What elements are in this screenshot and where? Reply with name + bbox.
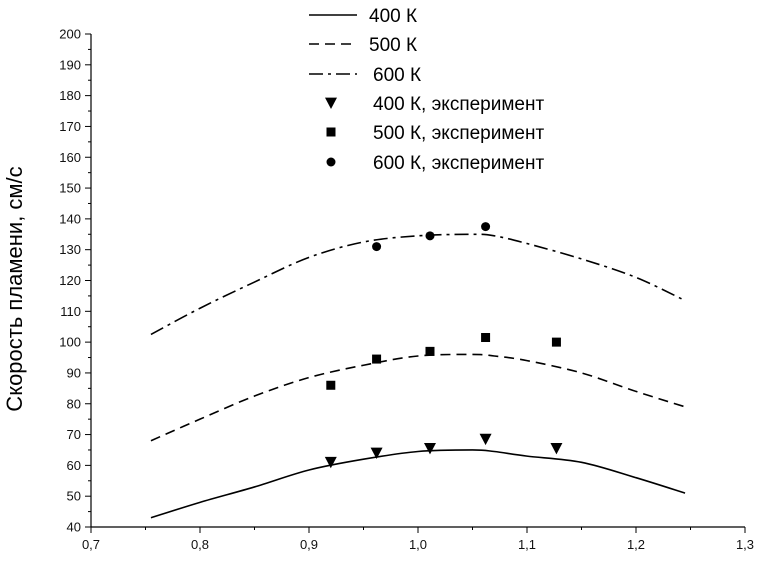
y-tick-label: 130 (59, 242, 81, 257)
data-point (324, 456, 337, 469)
y-tick-label: 170 (59, 119, 81, 134)
y-tick-label: 200 (59, 27, 81, 42)
data-point (425, 231, 435, 241)
y-tick-label: 40 (67, 520, 81, 535)
y-tick-label: 150 (59, 181, 81, 196)
data-point (481, 333, 491, 343)
y-tick-label: 80 (67, 396, 81, 411)
series-5 (372, 222, 491, 252)
data-point (372, 354, 382, 364)
x-tick-label: 1,2 (627, 537, 645, 552)
legend: 400 К 500 К 600 К 400 К, эксперимент 500 К, … (309, 6, 544, 174)
legend-item: 400 К (309, 6, 417, 27)
legend-label: 400 К, эксперимент (373, 94, 544, 115)
data-point (550, 443, 563, 455)
y-tick-label: 50 (67, 489, 81, 504)
series-3 (324, 433, 563, 469)
series-line (150, 353, 686, 442)
series-2 (150, 233, 686, 336)
legend-swatch (325, 97, 337, 109)
x-tick-label: 0,7 (82, 537, 100, 552)
series-4 (326, 333, 561, 390)
series-line (150, 233, 686, 336)
data-point (479, 433, 492, 446)
plot-area (150, 222, 686, 519)
y-tick-label: 180 (59, 88, 81, 103)
legend-label: 600 К (373, 65, 421, 86)
legend-swatch (326, 157, 336, 167)
x-ticks: 0,7 0,8 0,9 1,0 1,1 1,2 1,3 (82, 527, 754, 552)
y-tick-label: 90 (67, 365, 81, 380)
x-tick-label: 1,0 (409, 537, 427, 552)
data-point (370, 447, 383, 460)
x-tick-label: 1,3 (736, 537, 754, 552)
y-axis-label: Скорость пламени, см/с (2, 166, 27, 411)
x-tick-label: 0,9 (300, 537, 318, 552)
legend-label: 500 К (369, 35, 417, 56)
y-tick-label: 120 (59, 273, 81, 288)
legend-item: 500 К, эксперимент (326, 123, 544, 144)
series-1 (150, 353, 686, 442)
legend-label: 600 К, эксперимент (373, 153, 544, 174)
y-tick-label: 190 (59, 57, 81, 72)
legend-label: 500 К, эксперимент (373, 123, 544, 144)
legend-label: 400 К (369, 6, 417, 27)
data-point (481, 222, 491, 232)
y-tick-label: 140 (59, 211, 81, 226)
legend-item: 400 К, эксперимент (325, 94, 544, 115)
y-tick-label: 110 (60, 304, 81, 319)
data-point (425, 346, 435, 356)
legend-item: 600 К (309, 65, 421, 86)
legend-item: 600 К, эксперимент (326, 153, 544, 174)
y-tick-label: 60 (67, 458, 81, 473)
x-tick-label: 1,1 (518, 537, 536, 552)
data-point (326, 380, 336, 390)
legend-swatch (326, 127, 336, 137)
y-tick-label: 160 (59, 150, 81, 165)
legend-item: 500 К (309, 35, 417, 56)
data-point (372, 242, 382, 252)
x-tick-label: 0,8 (191, 537, 209, 552)
data-point (551, 337, 561, 347)
data-point (423, 443, 436, 455)
y-tick-label: 100 (59, 335, 81, 350)
series-0 (150, 449, 686, 519)
y-ticks: 40 50 60 70 80 90 100 110 120 130 140 150 160 170 180 1… (59, 27, 91, 535)
y-tick-label: 70 (67, 427, 81, 442)
series-line (150, 449, 686, 519)
